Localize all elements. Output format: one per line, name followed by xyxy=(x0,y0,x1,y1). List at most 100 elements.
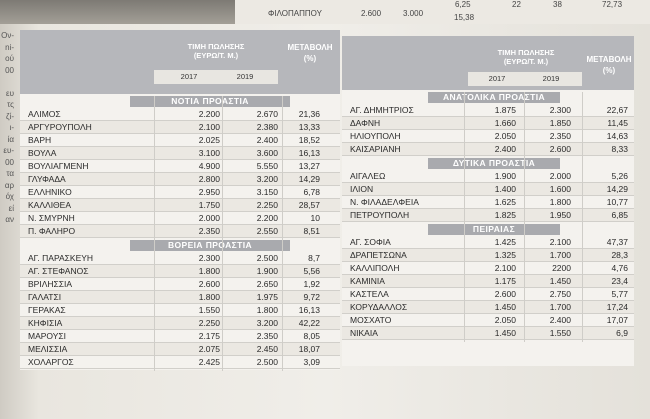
row-name: ΚΑΛΛΙΠΟΛΗ xyxy=(350,263,400,273)
change-percent: 42,22 xyxy=(298,318,320,328)
table-row: ΚΑΣΤΕΛΑ 2.600 2.750 5,77 xyxy=(342,288,634,301)
row-name: ΕΛΛΗΝΙΚΟ xyxy=(28,187,72,197)
change-percent: 47,37 xyxy=(606,237,628,247)
table-row: ΚΑΙΣΑΡΙΑΝΗ 2.400 2.600 8,33 xyxy=(342,143,634,156)
section-title: ΔΥΤΙΚΑ ΠΡΟΑΣΤΙΑ xyxy=(428,158,560,169)
row-name: ΠΕΤΡΟΥΠΟΛΗ xyxy=(350,210,410,220)
row-stripe xyxy=(342,301,634,314)
price-2017: 2.050 xyxy=(494,315,516,325)
left-price-unit: (ΕΥΡΩ/Τ. Μ.) xyxy=(193,51,239,60)
table-row: ΑΛΙΜΟΣ 2.200 2.670 21,36 xyxy=(20,108,340,121)
row-name: ΙΛΙΟΝ xyxy=(350,184,374,194)
top-photo xyxy=(0,0,235,24)
price-2017: 1.800 xyxy=(198,266,220,276)
row-separator xyxy=(20,120,340,121)
price-2017: 2.400 xyxy=(494,144,516,154)
left-price-header: ΤΙΜΗ ΠΩΛΗΣΗΣ (ΕΥΡΩ/Τ. Μ.) xyxy=(154,36,278,74)
price-2019: 2.500 xyxy=(256,357,278,367)
price-2019: 2.400 xyxy=(549,315,571,325)
price-2019: 1.800 xyxy=(549,197,571,207)
row-separator xyxy=(20,342,340,343)
price-2017: 2.200 xyxy=(198,109,220,119)
table-row: ΒΑΡΗ 2.025 2.400 18,52 xyxy=(20,134,340,147)
row-separator xyxy=(342,287,634,288)
price-2017: 1.875 xyxy=(494,105,516,115)
row-separator xyxy=(20,159,340,160)
price-2017: 2.050 xyxy=(494,131,516,141)
table-row: ΒΟΥΛΑ 3.100 3.600 16,13 xyxy=(20,147,340,160)
left-price-title: ΤΙΜΗ ΠΩΛΗΣΗΣ xyxy=(187,42,245,51)
price-2019: 3.200 xyxy=(256,174,278,184)
row-stripe xyxy=(342,183,634,196)
change-percent: 10,77 xyxy=(606,197,628,207)
row-name: ΓΛΥΦΑΔΑ xyxy=(28,174,66,184)
row-separator xyxy=(342,339,634,340)
price-2019: 2.350 xyxy=(256,331,278,341)
table-row: ΜΕΛΙΣΣΙΑ 2.075 2.450 18,07 xyxy=(20,343,340,356)
row-separator xyxy=(20,316,340,317)
price-2019: 2.380 xyxy=(256,122,278,132)
price-2019: 1.850 xyxy=(549,118,571,128)
row-name: ΓΑΛΑΤΣΙ xyxy=(28,292,62,302)
row-separator xyxy=(20,277,340,278)
row-separator xyxy=(342,155,634,156)
price-2019: 2.250 xyxy=(256,200,278,210)
row-separator xyxy=(20,224,340,225)
right-table-header: ΤΙΜΗ ΠΩΛΗΣΗΣ (ΕΥΡΩ/Τ. Μ.) ΜΕΤΑΒΟΛΗ (%) 2… xyxy=(342,36,634,90)
price-2017: 2.250 xyxy=(198,318,220,328)
row-stripe xyxy=(20,317,340,330)
price-2017: 1.450 xyxy=(494,302,516,312)
price-2019: 1.700 xyxy=(549,250,571,260)
left-table: ΤΙΜΗ ΠΩΛΗΣΗΣ (ΕΥΡΩ/Τ. Μ.) ΜΕΤΑΒΟΛΗ (%) 2… xyxy=(20,30,340,371)
price-2017: 2.950 xyxy=(198,187,220,197)
column-divider xyxy=(222,96,223,371)
change-percent: 1,92 xyxy=(303,279,320,289)
gutter-line: εί xyxy=(8,203,14,213)
row-stripe xyxy=(20,121,340,134)
table-row: ΚΗΦΙΣΙΑ 2.250 3.200 42,22 xyxy=(20,317,340,330)
row-separator xyxy=(342,248,634,249)
row-name: Π. ΦΑΛΗΡΟ xyxy=(28,226,76,236)
row-stripe xyxy=(342,275,634,288)
price-2017: 1.175 xyxy=(494,276,516,286)
row-stripe xyxy=(20,199,340,212)
change-percent: 22,67 xyxy=(606,105,628,115)
price-2017: 2.075 xyxy=(198,344,220,354)
row-separator xyxy=(20,329,340,330)
section-title: ΒΟΡΕΙΑ ΠΡΟΑΣΤΙΑ xyxy=(130,240,290,251)
gutter-line: ζί- xyxy=(6,111,14,121)
row-name: ΚΑΜΙΝΙΑ xyxy=(350,276,385,286)
change-percent: 6,78 xyxy=(303,187,320,197)
change-percent: 16,13 xyxy=(298,148,320,158)
row-separator xyxy=(20,133,340,134)
price-2019: 3.600 xyxy=(256,148,278,158)
price-2017: 2.600 xyxy=(494,289,516,299)
column-divider xyxy=(464,92,465,342)
change-percent: 17,07 xyxy=(606,315,628,325)
table-row: ΚΑΛΛΙΠΟΛΗ 2.100 2200 4,76 xyxy=(342,262,634,275)
table-row: ΓΕΡΑΚΑΣ 1.550 1.800 16,13 xyxy=(20,304,340,317)
row-separator xyxy=(342,274,634,275)
change-percent: 6,85 xyxy=(611,210,628,220)
table-row: ΗΛΙΟΥΠΟΛΗ 2.050 2.350 14,63 xyxy=(342,130,634,143)
top-strip-right-d: 72,73 xyxy=(602,0,623,9)
row-separator xyxy=(342,195,634,196)
row-name: ΔΑΦΝΗ xyxy=(350,118,381,128)
row-name: ΒΡΙΛΗΣΣΙΑ xyxy=(28,279,73,289)
price-2019: 5.550 xyxy=(256,161,278,171)
price-2019: 1.950 xyxy=(549,210,571,220)
price-2019: 2.300 xyxy=(549,105,571,115)
table-row: ΒΟΥΛΙΑΓΜΕΝΗ 4.900 5.550 13,27 xyxy=(20,160,340,173)
table-row: ΑΓ. ΔΗΜΗΤΡΙΟΣ 1.875 2.300 22,67 xyxy=(342,104,634,117)
change-percent: 13,33 xyxy=(298,122,320,132)
price-2019: 2.350 xyxy=(549,131,571,141)
change-percent: 28,57 xyxy=(298,200,320,210)
table-row: ΑΡΓΥΡΟΥΠΟΛΗ 2.100 2.380 13,33 xyxy=(20,121,340,134)
row-name: ΚΑΛΛΙΘΕΑ xyxy=(28,200,72,210)
left-gutter-text: Ον-ni-ού 00 ευ τς ζί-ι-ία ευ- 00 τα αρ όχ εί αν xyxy=(0,30,14,226)
column-divider xyxy=(154,96,155,371)
top-strip-2019: 3.000 xyxy=(403,9,424,18)
gutter-line: ni- xyxy=(5,42,14,52)
right-price-title: ΤΙΜΗ ΠΩΛΗΣΗΣ xyxy=(497,48,555,57)
row-name: ΑΓ. ΠΑΡΑΣΚΕΥΗ xyxy=(28,253,94,263)
